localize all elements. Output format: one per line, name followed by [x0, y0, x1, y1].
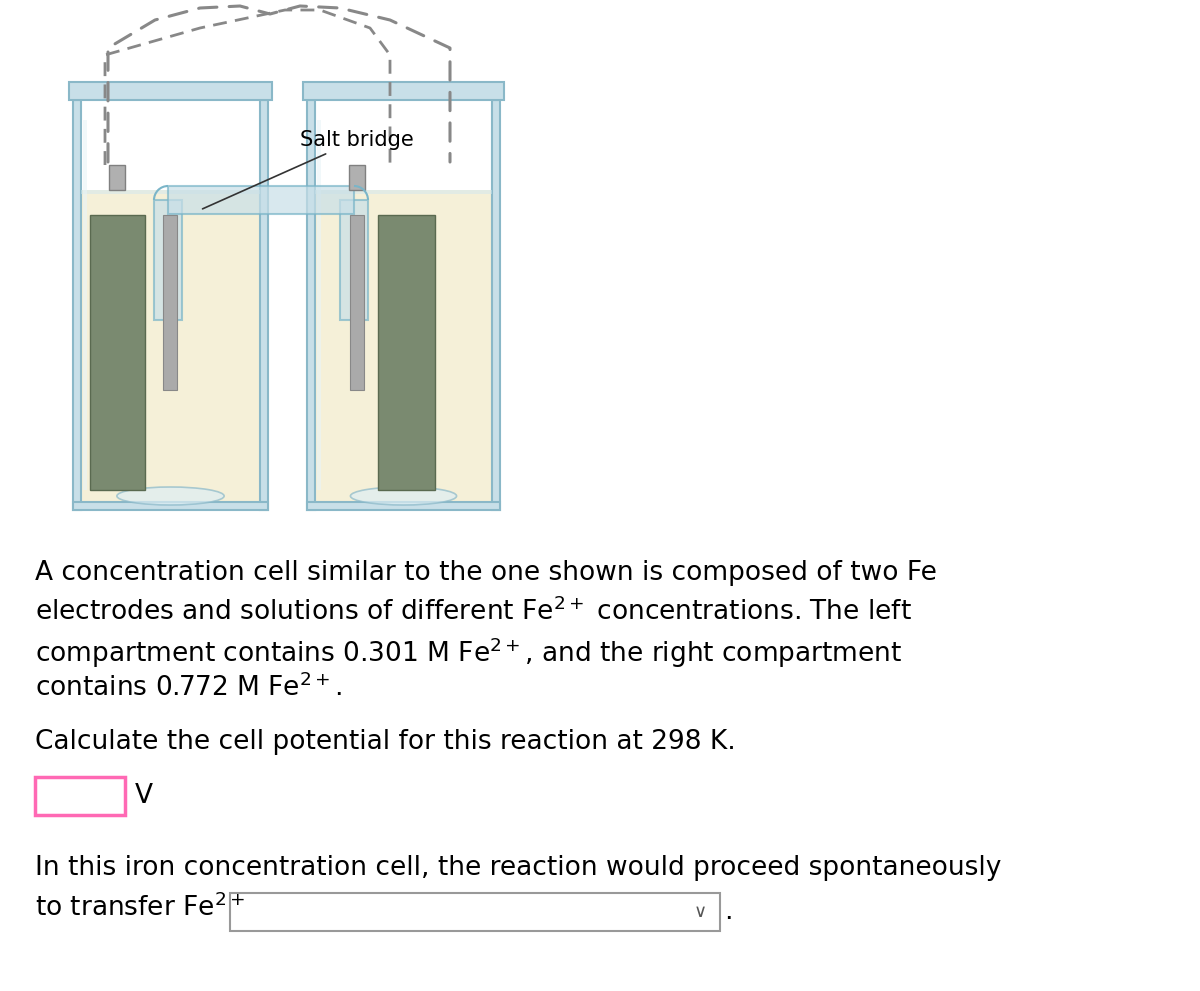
Bar: [492, 100, 500, 510]
Text: compartment contains 0.301 M $\mathregular{Fe^{2+}}$, and the right compartment: compartment contains 0.301 M $\mathregul…: [35, 636, 902, 671]
Bar: [73, 100, 82, 510]
Bar: [378, 215, 436, 490]
Bar: [83, 120, 88, 490]
Text: A concentration cell similar to the one shown is composed of two Fe: A concentration cell similar to the one …: [35, 560, 937, 586]
Text: Salt bridge: Salt bridge: [203, 130, 414, 209]
Ellipse shape: [116, 487, 224, 505]
Text: to transfer $\mathregular{Fe^{2+}}$: to transfer $\mathregular{Fe^{2+}}$: [35, 893, 245, 922]
Bar: [260, 100, 268, 510]
Bar: [168, 186, 354, 214]
Bar: [109, 165, 125, 190]
Text: contains 0.772 M $\mathregular{Fe^{2+}}$.: contains 0.772 M $\mathregular{Fe^{2+}}$…: [35, 674, 342, 703]
Bar: [349, 165, 365, 190]
Bar: [340, 200, 368, 320]
Bar: [35, 777, 125, 815]
Bar: [82, 190, 260, 510]
Bar: [90, 215, 145, 490]
Bar: [82, 190, 260, 194]
Bar: [314, 190, 492, 510]
Text: ∨: ∨: [694, 903, 707, 921]
Bar: [154, 200, 182, 320]
Bar: [317, 120, 322, 490]
Bar: [73, 502, 268, 510]
Bar: [163, 215, 178, 390]
Bar: [230, 893, 720, 931]
Text: Calculate the cell potential for this reaction at 298 K.: Calculate the cell potential for this re…: [35, 729, 736, 755]
Text: electrodes and solutions of different $\mathregular{Fe^{2+}}$ concentrations. Th: electrodes and solutions of different $\…: [35, 598, 912, 626]
Text: V: V: [134, 783, 154, 809]
Bar: [350, 215, 364, 390]
Bar: [302, 82, 504, 100]
Ellipse shape: [350, 487, 456, 505]
Bar: [307, 502, 500, 510]
Text: .: .: [724, 899, 732, 925]
Bar: [307, 100, 314, 510]
Bar: [70, 82, 272, 100]
Text: In this iron concentration cell, the reaction would proceed spontaneously: In this iron concentration cell, the rea…: [35, 855, 1001, 881]
Bar: [314, 190, 492, 194]
